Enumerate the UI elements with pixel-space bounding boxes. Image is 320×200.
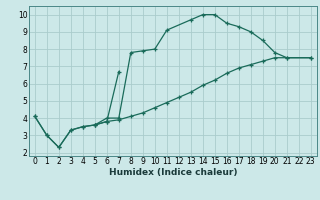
X-axis label: Humidex (Indice chaleur): Humidex (Indice chaleur): [108, 168, 237, 177]
